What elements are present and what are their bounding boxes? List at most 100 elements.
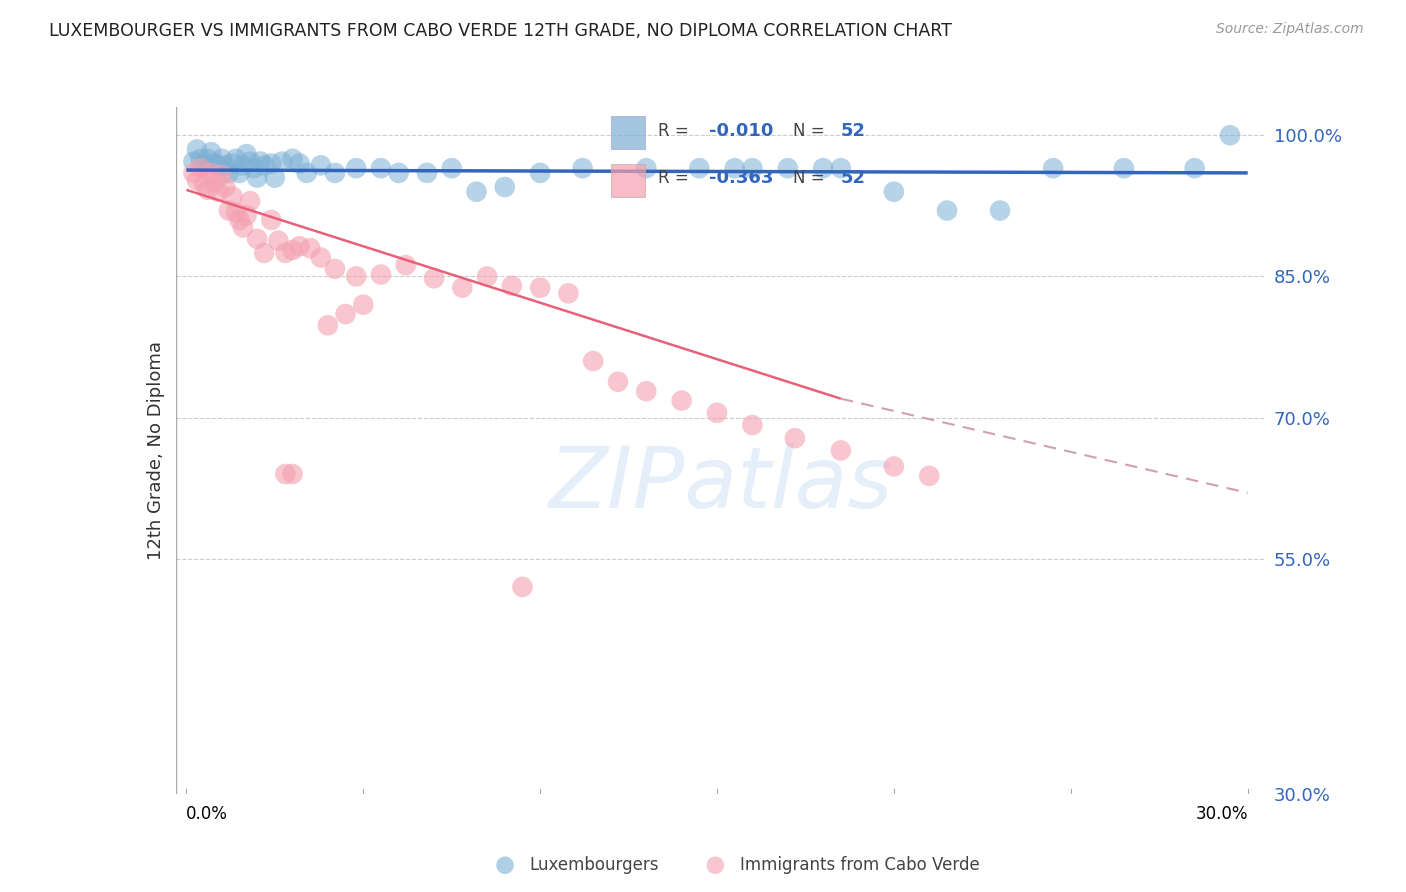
Text: Source: ZipAtlas.com: Source: ZipAtlas.com (1216, 22, 1364, 37)
Point (228, 213, 250, 227)
Point (183, 154, 205, 169)
Point (529, 166, 551, 180)
Point (388, 166, 411, 180)
Point (260, 213, 283, 227)
Point (309, 158, 332, 172)
Point (344, 161, 367, 176)
Point (918, 468, 941, 483)
Point (207, 158, 229, 172)
Point (200, 166, 222, 180)
Point (270, 154, 292, 169)
Point (830, 161, 852, 176)
Point (475, 269, 498, 284)
Point (529, 281, 551, 295)
Point (440, 161, 463, 176)
Text: R =: R = (658, 169, 695, 187)
Point (352, 298, 374, 312)
Point (335, 307, 357, 321)
Point (323, 261, 346, 276)
Point (260, 156, 283, 170)
Text: N =: N = (793, 169, 830, 187)
Point (211, 168, 233, 182)
Point (636, 161, 658, 176)
Text: LUXEMBOURGER VS IMMIGRANTS FROM CABO VERDE 12TH GRADE, NO DIPLOMA CORRELATION CH: LUXEMBOURGER VS IMMIGRANTS FROM CABO VER… (49, 22, 952, 40)
Point (1042, 161, 1064, 176)
Text: R =: R = (658, 122, 695, 140)
Point (281, 243, 304, 257)
Y-axis label: 12th Grade, No Diploma: 12th Grade, No Diploma (146, 341, 165, 560)
Point (239, 154, 262, 169)
Point (186, 142, 208, 156)
Point (246, 232, 269, 246)
Point (1184, 161, 1206, 176)
Bar (612, 116, 645, 149)
Point (416, 166, 439, 180)
Point (232, 158, 254, 172)
Point (1112, 161, 1135, 176)
Text: -0.010: -0.010 (709, 122, 773, 140)
Point (688, 161, 710, 176)
Point (370, 161, 392, 176)
Point (183, 166, 205, 180)
Point (636, 384, 658, 399)
Point (242, 161, 264, 176)
Point (465, 185, 488, 199)
Point (988, 203, 1011, 218)
Point (724, 161, 747, 176)
Point (582, 354, 605, 368)
Point (221, 189, 243, 203)
Text: 52: 52 (841, 169, 866, 187)
Point (370, 268, 392, 282)
Point (451, 281, 474, 295)
Point (423, 271, 446, 285)
Point (197, 183, 219, 197)
Point (253, 158, 276, 172)
Point (207, 185, 229, 199)
Point (288, 239, 311, 253)
Point (186, 173, 208, 187)
Point (267, 234, 290, 248)
Point (830, 443, 852, 458)
Point (190, 161, 212, 176)
Point (263, 170, 285, 185)
Point (239, 194, 262, 208)
Point (221, 156, 243, 170)
Point (281, 467, 304, 481)
Point (671, 393, 693, 408)
Point (741, 161, 763, 176)
Text: ZIPatlas: ZIPatlas (548, 443, 893, 526)
Point (288, 156, 311, 170)
Point (776, 161, 799, 176)
Bar (612, 164, 645, 197)
Point (557, 286, 579, 301)
Point (571, 161, 593, 176)
Point (249, 154, 271, 169)
Point (323, 166, 346, 180)
Point (811, 161, 834, 176)
Point (512, 580, 534, 594)
Point (228, 166, 250, 180)
Point (295, 166, 318, 180)
Point (299, 241, 322, 255)
Point (395, 258, 418, 272)
Point (197, 152, 219, 166)
Point (741, 418, 763, 433)
Point (783, 431, 806, 445)
Point (218, 203, 240, 218)
Point (193, 177, 215, 191)
Point (204, 175, 226, 189)
Text: 0.0%: 0.0% (187, 805, 228, 823)
Point (232, 220, 254, 235)
Point (883, 459, 905, 474)
Point (1219, 128, 1241, 143)
Point (936, 203, 959, 218)
Point (316, 318, 339, 333)
Text: -0.363: -0.363 (709, 169, 773, 187)
Point (190, 152, 212, 166)
Point (225, 152, 247, 166)
Point (204, 156, 226, 170)
Point (235, 147, 257, 161)
Text: Luxembourgers: Luxembourgers (530, 856, 659, 874)
Point (607, 375, 630, 389)
Point (281, 152, 304, 166)
